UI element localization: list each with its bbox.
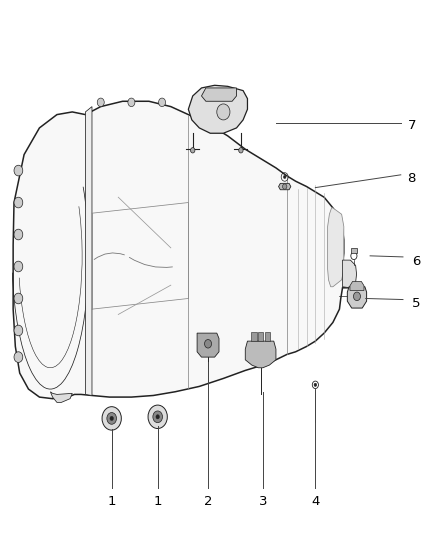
Circle shape	[14, 325, 23, 336]
Circle shape	[239, 148, 243, 153]
Polygon shape	[279, 183, 291, 190]
Polygon shape	[201, 88, 237, 101]
Polygon shape	[350, 281, 364, 290]
Circle shape	[283, 184, 287, 189]
Circle shape	[14, 293, 23, 304]
Polygon shape	[258, 332, 263, 341]
Polygon shape	[351, 248, 357, 253]
Text: 2: 2	[204, 495, 212, 507]
Polygon shape	[50, 392, 72, 402]
Circle shape	[14, 352, 23, 362]
Text: 4: 4	[311, 495, 320, 507]
Text: 1: 1	[107, 495, 116, 507]
Text: 8: 8	[407, 172, 416, 185]
Circle shape	[128, 98, 135, 107]
Polygon shape	[188, 85, 247, 133]
Circle shape	[14, 229, 23, 240]
Circle shape	[148, 405, 167, 429]
Polygon shape	[197, 333, 219, 357]
Circle shape	[102, 407, 121, 430]
Polygon shape	[85, 107, 92, 395]
Circle shape	[14, 261, 23, 272]
Polygon shape	[251, 332, 257, 341]
Circle shape	[283, 175, 286, 179]
Circle shape	[153, 411, 162, 423]
Circle shape	[107, 413, 117, 424]
Circle shape	[217, 104, 230, 120]
Text: 1: 1	[153, 495, 162, 507]
Polygon shape	[328, 208, 344, 287]
Circle shape	[97, 98, 104, 107]
Circle shape	[110, 416, 113, 421]
Circle shape	[191, 148, 195, 153]
Polygon shape	[347, 287, 367, 308]
Circle shape	[14, 197, 23, 208]
Text: 7: 7	[407, 119, 416, 132]
Text: 6: 6	[412, 255, 420, 268]
Circle shape	[156, 415, 159, 419]
Polygon shape	[245, 341, 276, 368]
Circle shape	[353, 292, 360, 301]
Polygon shape	[13, 101, 356, 399]
Text: 3: 3	[258, 495, 267, 507]
Circle shape	[205, 340, 212, 348]
Polygon shape	[343, 260, 357, 288]
Polygon shape	[265, 332, 270, 341]
Circle shape	[314, 383, 317, 386]
Circle shape	[159, 98, 166, 107]
Text: 5: 5	[412, 297, 420, 310]
Circle shape	[14, 165, 23, 176]
